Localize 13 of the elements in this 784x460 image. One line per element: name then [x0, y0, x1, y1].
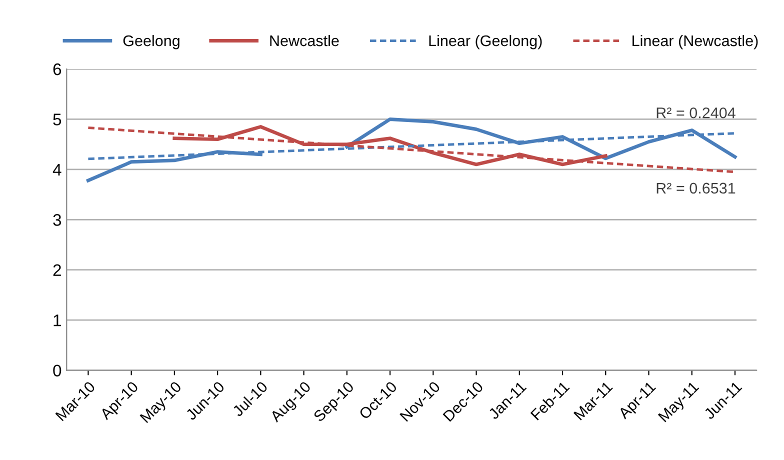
legend-label: Geelong — [123, 34, 180, 50]
legend-label: Linear (Newcastle) — [632, 34, 758, 50]
y-tick-label: 2 — [53, 264, 61, 276]
legend-label: Newcastle — [270, 34, 339, 46]
y-tick-label: 0 — [53, 364, 62, 377]
legend-label: Linear (Geelong) — [429, 34, 542, 50]
y-tick-label: 1 — [54, 314, 61, 326]
y-tick-label: 6 — [53, 63, 62, 76]
annotation: R² = 0.2404 — [656, 107, 736, 118]
y-tick-label: 3 — [53, 214, 62, 226]
annotation: R² = 0.6531 — [656, 182, 736, 194]
y-tick-label: 4 — [52, 164, 62, 176]
y-tick-label: 5 — [53, 114, 62, 126]
